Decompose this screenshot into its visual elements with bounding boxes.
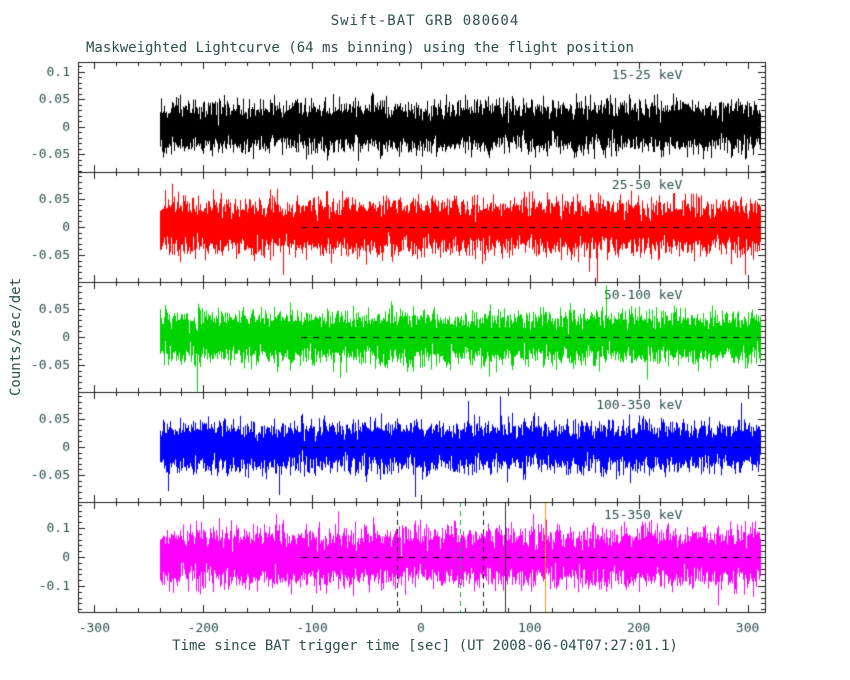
x-axis-label: Time since BAT trigger time [sec] (UT 20… [172,638,678,654]
chart-title: Swift-BAT GRB 080604 [330,13,520,29]
chart-subtitle: Maskweighted Lightcurve (64 ms binning) … [86,40,634,56]
y-axis-label: Counts/sec/det [8,277,24,397]
